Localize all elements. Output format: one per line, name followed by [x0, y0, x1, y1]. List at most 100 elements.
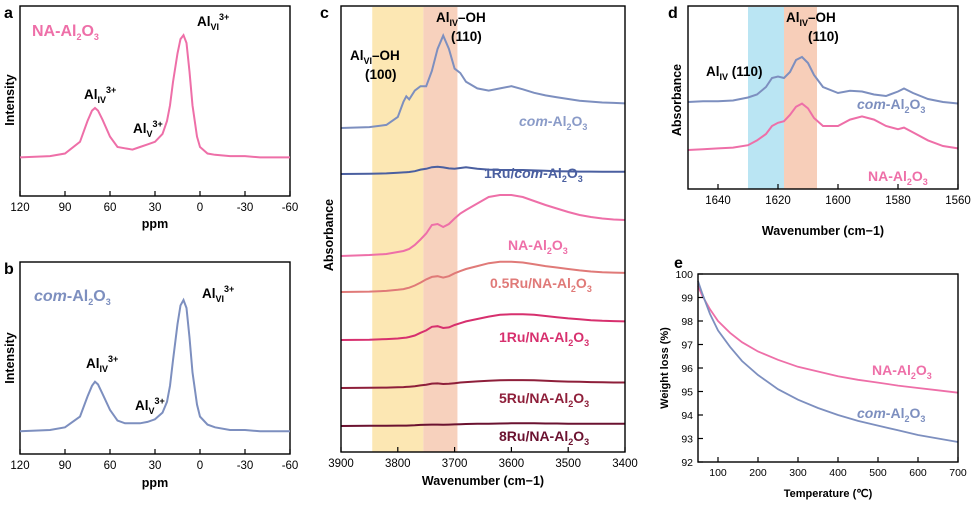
panel-b-xtick-label: 120	[10, 460, 29, 472]
panel-c-label-na: NA-Al2O3	[508, 237, 568, 256]
panel-e-ytick-label: 92	[681, 457, 693, 469]
panel-c-ann-aliv-oh: AlIV–OH	[436, 10, 486, 28]
panel-b-xtick-label: 30	[149, 460, 162, 472]
panel-a-series-line	[19, 33, 290, 159]
panel-c-frame	[340, 5, 626, 453]
panel-a-xtick-label: 90	[59, 202, 72, 214]
panel-b-xtick-label: -60	[282, 460, 299, 472]
panel-b-peak-alv: AlV3+	[135, 396, 165, 416]
panel-c-series-line-6	[340, 379, 625, 389]
panel-e-xtick-label: 600	[909, 467, 927, 479]
panel-c-xtick-label: 3900	[328, 458, 354, 470]
panel-e-xlabel: Temperature (℃)	[784, 488, 873, 500]
panel-d-ann-aliv-oh: AlIV–OH	[786, 10, 836, 28]
panel-a: a 120 90 60 30 0 -30 -60 NA-Al2O3 AlIV3+ AlV3+…	[3, 5, 298, 231]
panel-letter-c: c	[320, 5, 329, 22]
panel-a-title: NA-Al2O3	[32, 23, 99, 42]
panel-c-series-line-1	[340, 33, 626, 129]
panel-b-ylabel: Intensity	[3, 332, 17, 383]
panel-d-series-line-2	[687, 102, 959, 151]
panel-c-xlabel: Wavenumber (cm−1)	[422, 474, 544, 488]
panel-e-ytick-label: 96	[681, 363, 693, 375]
panel-e-ticks: 100 200 300 400 500 600 700 92 93 94 95 96 97 98 99 100	[675, 269, 966, 479]
panel-a-peak-alv: AlV3+	[133, 119, 163, 139]
panel-e-series	[697, 280, 959, 443]
panel-e-label-com: com-Al2O3	[857, 405, 925, 424]
panel-a-peak-aliv: AlIV3+	[84, 85, 116, 105]
panel-letter-a: a	[4, 5, 13, 22]
panel-letter-d: d	[668, 5, 678, 22]
panel-e-xtick-label: 100	[709, 467, 727, 479]
panel-c-series-line-7	[340, 422, 625, 427]
panel-a-xtick-label: -60	[282, 202, 299, 214]
panel-c-xtick-label: 3800	[385, 458, 411, 470]
panel-e-ytick-label: 97	[681, 340, 693, 352]
panel-d-xtick-label: 1640	[705, 195, 731, 207]
panel-c-xtick-label: 3600	[499, 458, 525, 470]
panel-c-label-5ru: 5Ru/NA-Al2O3	[499, 390, 589, 409]
panel-a-xticks: 120 90 60 30 0 -30 -60	[10, 191, 298, 214]
panel-b-xtick-label: 60	[104, 460, 117, 472]
panel-c-series-line-2	[340, 165, 625, 175]
panel-c-label-1ru-com: 1Ru/com-Al2O3	[484, 165, 583, 184]
panel-c-xtick-label: 3400	[612, 458, 638, 470]
panel-e-label-na: NA-Al2O3	[872, 362, 932, 381]
panel-b-xticks: 120 90 60 30 0 -30 -60	[10, 449, 298, 472]
panel-c-label-1ru: 1Ru/NA-Al2O3	[499, 329, 589, 348]
panel-c-ann-110: (110)	[451, 29, 482, 44]
panel-b-xtick-label: -30	[237, 460, 254, 472]
panel-d-ylabel: Absorbance	[670, 64, 684, 136]
panel-e-ytick-label: 95	[681, 387, 693, 399]
panel-d-frame	[687, 5, 959, 190]
panel-e-ytick-label: 100	[675, 269, 693, 281]
panel-e-xtick-label: 500	[869, 467, 887, 479]
panel-b-xtick-label: 0	[197, 460, 203, 472]
panel-a-xlabel: ppm	[142, 217, 168, 231]
panel-a-xtick-label: 30	[149, 202, 162, 214]
panel-c-series-line-5	[340, 313, 626, 341]
panel-e: e 100 200 300 400 500 600 70092939495969798991…	[659, 255, 967, 500]
panel-a-xtick-label: 60	[104, 202, 117, 214]
panel-e-ytick-label: 98	[681, 316, 693, 328]
panel-c-series-line-3	[340, 194, 626, 257]
panel-c-label-com: com-Al2O3	[519, 113, 587, 132]
panel-d-xtick-label: 1560	[945, 195, 971, 207]
panel-e-ylabel: Weight loss (%)	[659, 327, 671, 409]
panel-b-peak-alvi: AlVI3+	[202, 284, 234, 304]
panel-c: c 3900 3800 3700 3600 3500 3400 AlVI–OH (100)…	[320, 5, 638, 488]
panel-a-ylabel: Intensity	[3, 74, 17, 125]
panel-e-xtick-label: 400	[829, 467, 847, 479]
panel-c-ylabel: Absorbance	[322, 199, 336, 271]
panel-a-peak-alvi: AlVI3+	[197, 12, 229, 32]
panel-d-bands	[748, 7, 817, 189]
panel-c-ann-100: (100)	[365, 67, 397, 82]
panel-d-xticks: 1640 1620 1600 1580 1560	[705, 184, 971, 207]
panel-e-xtick-label: 700	[949, 467, 967, 479]
panel-d-xlabel: Wavenumber (cm−1)	[762, 224, 884, 238]
panel-c-label-8ru: 8Ru/NA-Al2O3	[499, 428, 589, 447]
panel-c-series-line-4	[340, 260, 626, 293]
panel-c-xtick-label: 3500	[555, 458, 581, 470]
panel-d-xtick-label: 1620	[765, 195, 791, 207]
panel-c-band-1	[372, 7, 424, 452]
panel-b-title: com-Al2O3	[34, 288, 111, 307]
panel-c-ann-alvi-oh: AlVI–OH	[350, 48, 400, 66]
panel-e-series-line-1	[697, 285, 959, 394]
panel-d-series	[687, 55, 959, 151]
panel-a-xtick-label: 120	[10, 202, 29, 214]
panel-e-xtick-label: 300	[789, 467, 807, 479]
panel-b: b 120 90 60 30 0 -30 -60 com-Al2O3 AlIV3+ AlV3…	[3, 261, 298, 490]
panel-d-band-2	[784, 7, 817, 189]
panel-d-xtick-label: 1580	[885, 195, 911, 207]
panel-b-xlabel: ppm	[142, 476, 168, 490]
panel-d-label-na: NA-Al2O3	[868, 168, 928, 187]
panel-c-label-05ru: 0.5Ru/NA-Al2O3	[490, 275, 592, 294]
panel-a-xtick-label: 0	[197, 202, 203, 214]
panel-e-xtick-label: 200	[749, 467, 767, 479]
panel-b-xtick-label: 90	[59, 460, 72, 472]
panel-d-ann-110: (110)	[808, 29, 839, 44]
panel-d: d 1640 1620 1600 1580 1560 AlIV (110) AlIV–O…	[668, 5, 971, 238]
panel-letter-e: e	[674, 255, 683, 272]
panel-b-peak-aliv: AlIV3+	[86, 354, 118, 374]
